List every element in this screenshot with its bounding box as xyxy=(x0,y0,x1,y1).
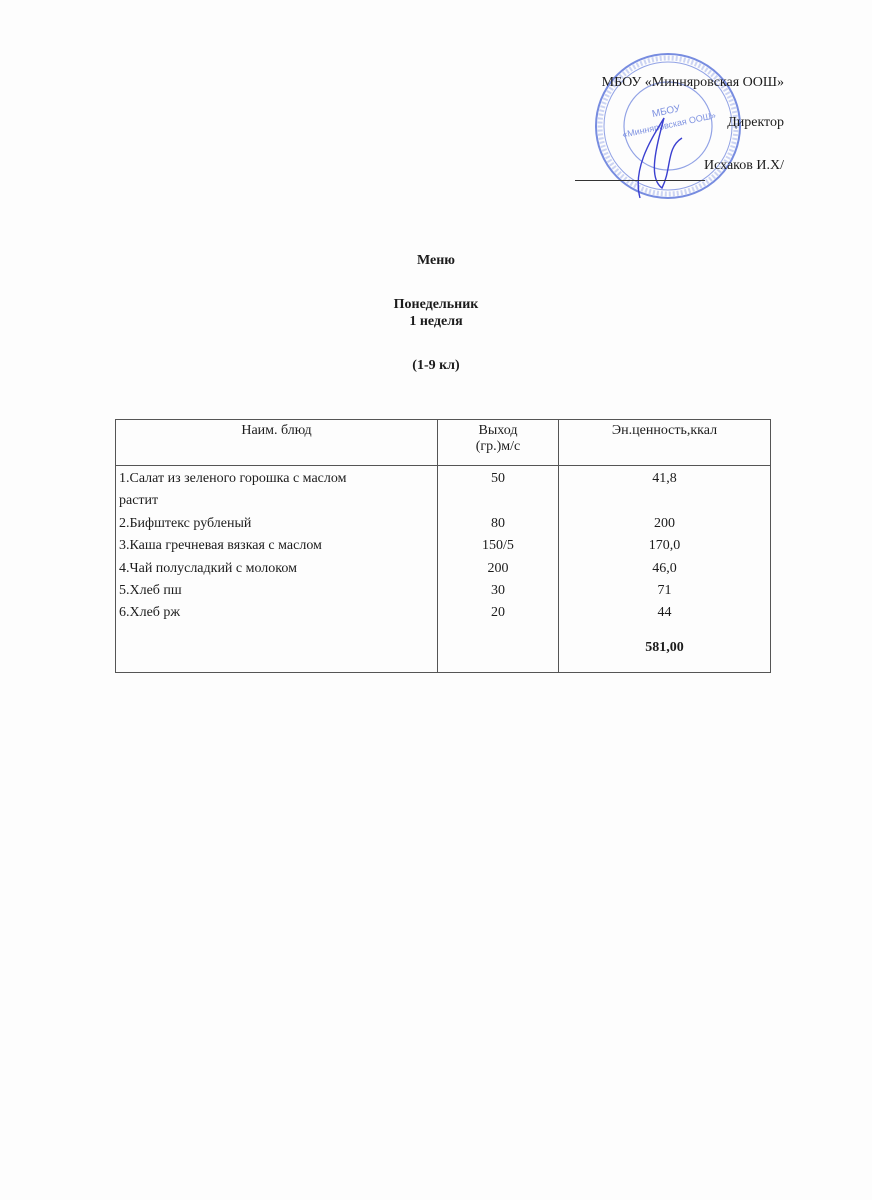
dish-name: 5.Хлеб пш xyxy=(119,582,182,598)
header-yield: Выход (гр.)м/с xyxy=(437,419,559,466)
dish-name: 6.Хлеб рж xyxy=(119,605,181,621)
dish-yield: 150/5 xyxy=(482,538,514,554)
dish-kcal: 46,0 xyxy=(652,560,677,576)
signatory-name: Исхаков И.Х/ xyxy=(704,158,784,173)
dish-yield: 80 xyxy=(491,515,505,531)
dish-kcal: 200 xyxy=(654,515,675,531)
dish-kcal: 170,0 xyxy=(648,538,681,554)
page-title: Меню xyxy=(416,253,455,268)
dish-name: 3.Каша гречневая вязкая с маслом xyxy=(119,538,322,554)
table-header-row: Наим. блюд Выход (гр.)м/с Эн.ценность,кк… xyxy=(115,419,771,466)
dish-yield: 50 xyxy=(491,471,505,486)
position-title: Директор xyxy=(727,115,784,130)
total-kcal: 581,00 xyxy=(645,639,684,655)
header-yield-line2: (гр.)м/с xyxy=(475,439,521,454)
dish-kcal: 44 xyxy=(657,605,672,621)
grades-label: (1-9 кл) xyxy=(412,358,460,373)
organization-name: МБОУ «Минняровская ООШ» xyxy=(601,75,784,90)
header-energy: Эн.ценность,ккал xyxy=(558,419,771,466)
energy-cell: 41,8 200 170,0 46,0 71 44 581,00 xyxy=(558,465,771,673)
yields-cell: 50 80 150/5 200 30 20 xyxy=(437,465,559,673)
official-stamp: МБОУ «Минняровская ООШ» xyxy=(595,53,741,199)
dish-name: 1.Салат из зеленого горошка с маслом xyxy=(119,471,347,486)
header-dish-name: Наим. блюд xyxy=(115,419,438,466)
header-yield-line1: Выход xyxy=(478,423,518,438)
week-label: 1 неделя xyxy=(409,314,463,329)
dish-name: 4.Чай полусладкий с молоком xyxy=(119,560,297,576)
dish-kcal: 41,8 xyxy=(652,471,677,486)
dish-yield: 200 xyxy=(487,560,509,576)
day-label: Понедельник xyxy=(393,297,479,312)
dish-names-cell: 1.Салат из зеленого горошка с маслом рас… xyxy=(115,465,438,673)
table-body-row: 1.Салат из зеленого горошка с маслом рас… xyxy=(115,465,771,673)
menu-table: Наим. блюд Выход (гр.)м/с Эн.ценность,кк… xyxy=(115,419,771,673)
dish-name-cont: растит xyxy=(119,493,159,509)
dish-yield: 20 xyxy=(491,605,505,621)
dish-yield: 30 xyxy=(491,582,505,598)
dish-kcal: 71 xyxy=(657,582,672,598)
signature-line xyxy=(575,180,705,181)
dish-name: 2.Бифштекс рубленый xyxy=(119,515,252,531)
